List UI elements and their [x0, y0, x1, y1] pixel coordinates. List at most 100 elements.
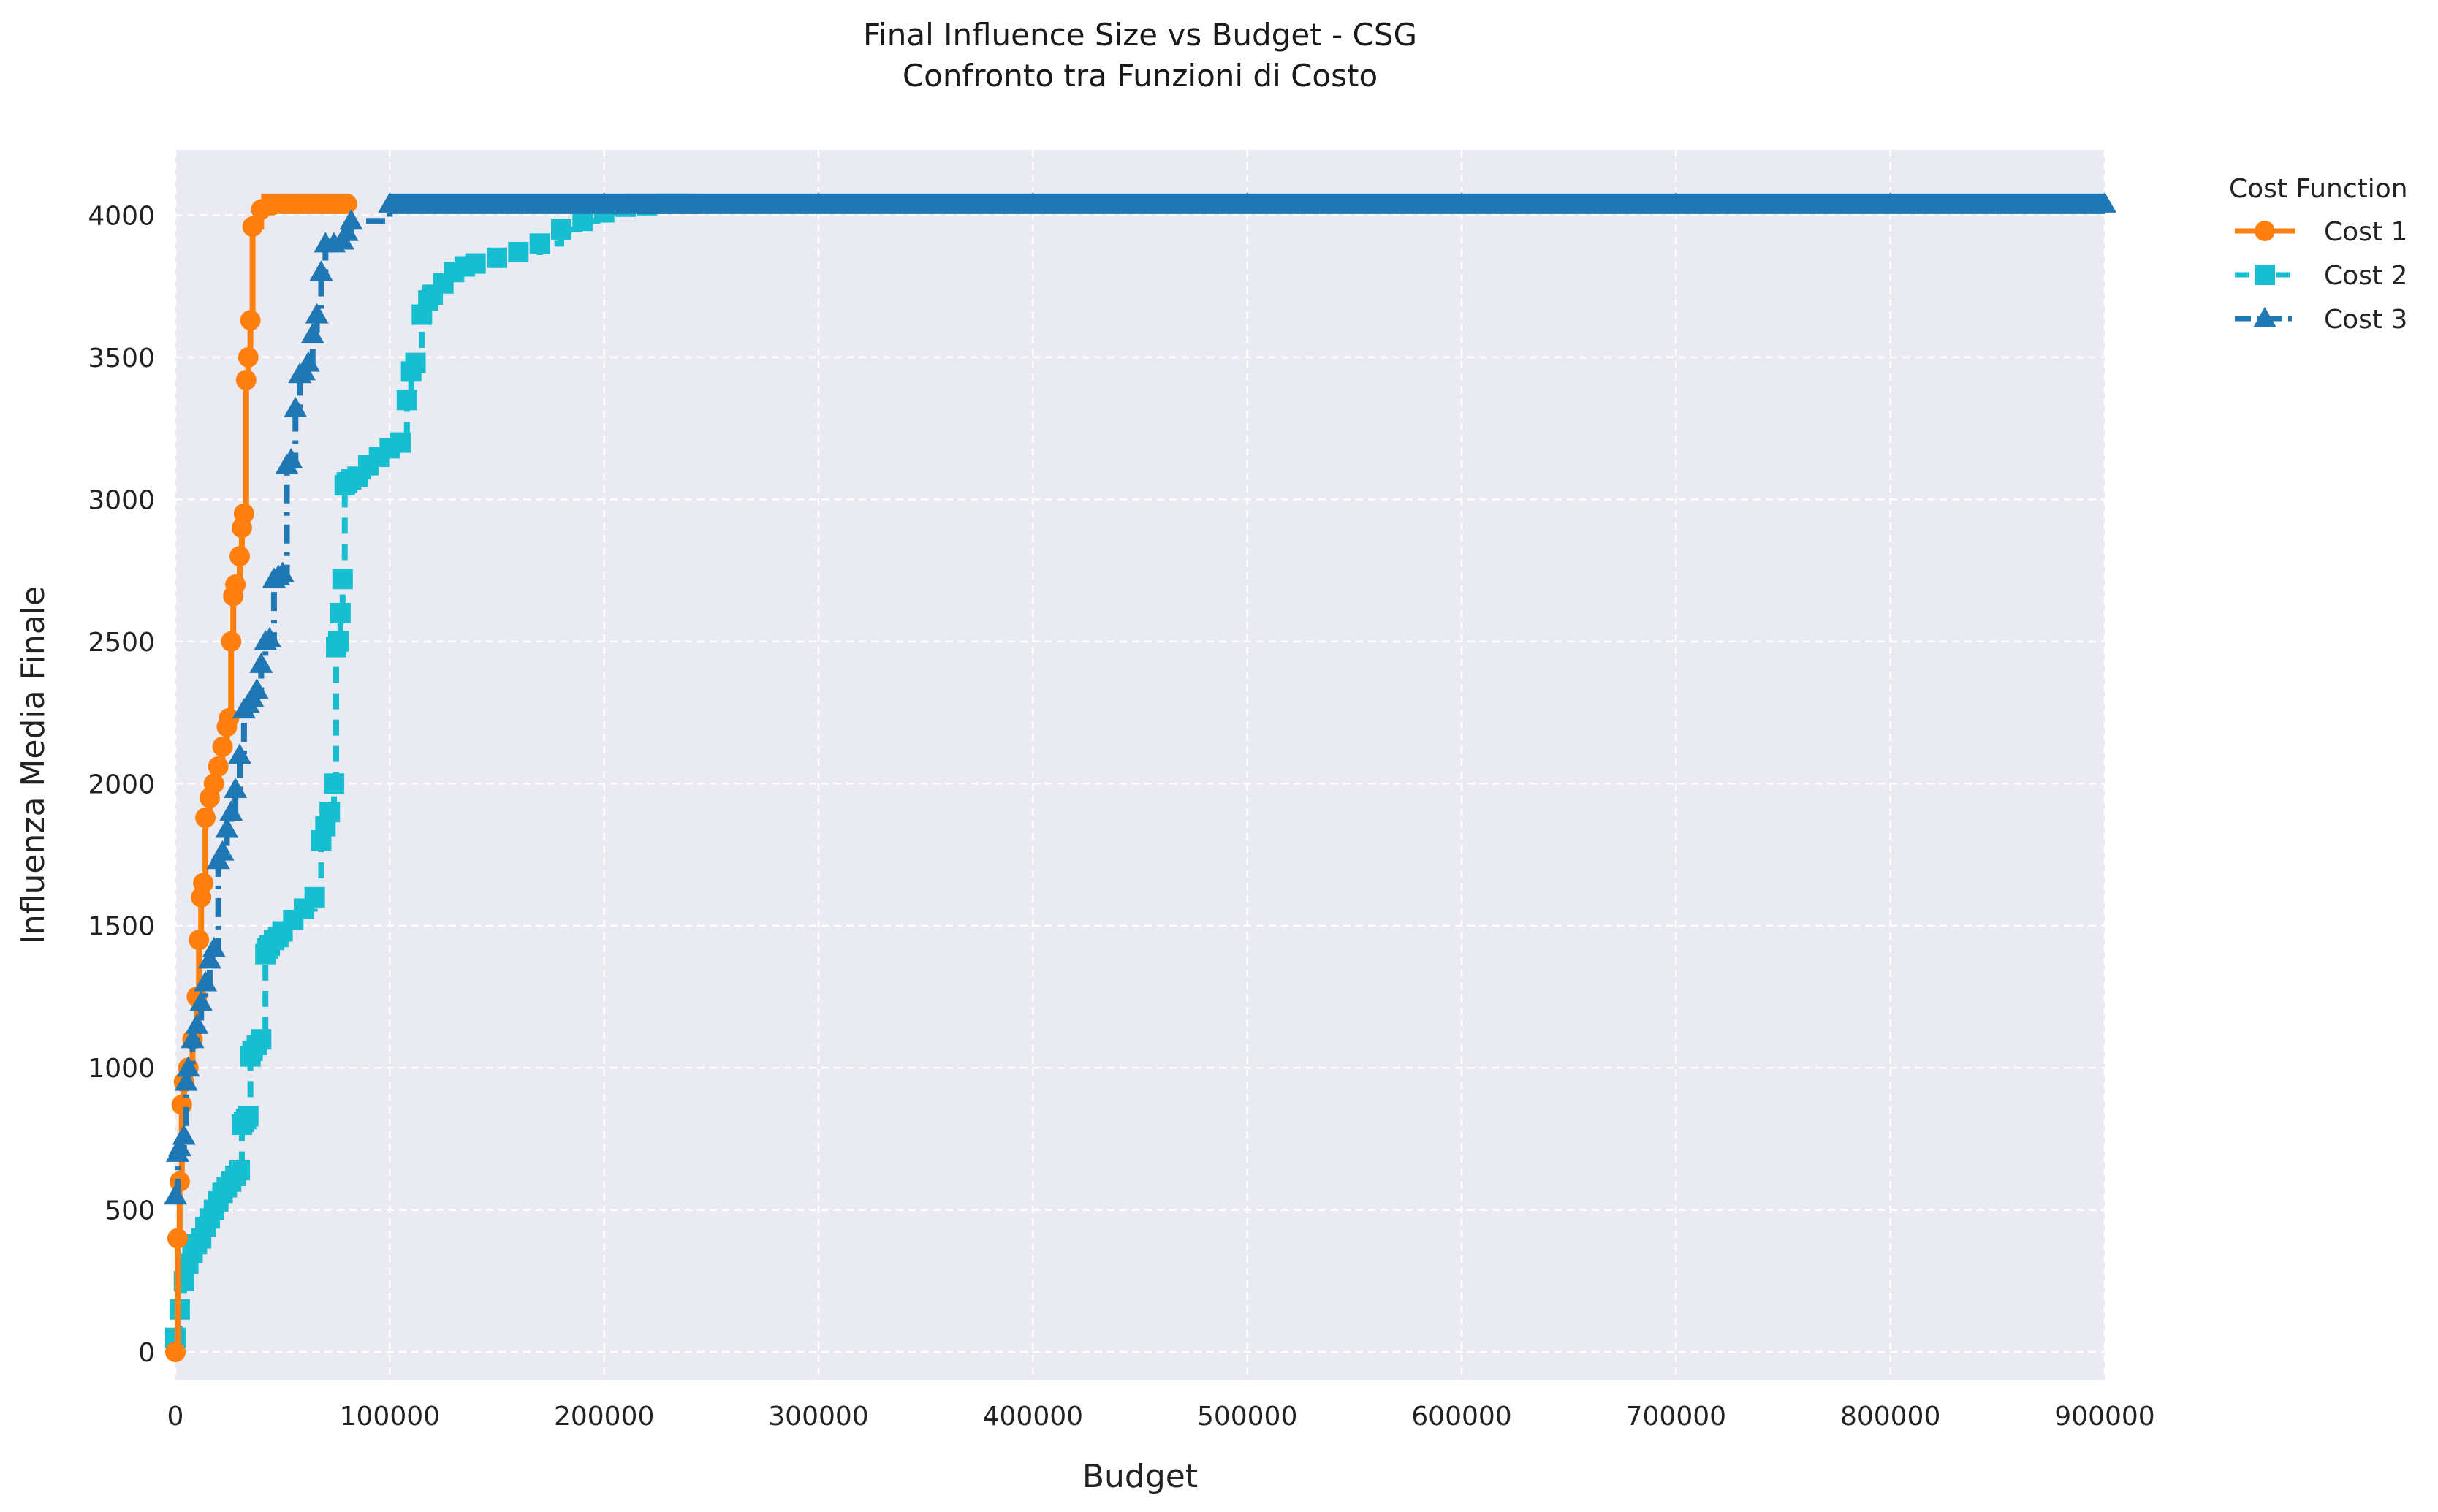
data-point [335, 220, 359, 241]
data-point [210, 840, 235, 861]
data-point [221, 631, 242, 652]
chart-subtitle: Confronto tra Funzioni di Costo [903, 58, 1378, 94]
data-point [212, 736, 233, 757]
y-tick-label: 2500 [88, 628, 155, 658]
x-tick-label: 400000 [983, 1402, 1083, 1432]
legend-entry: Cost 1 [2235, 217, 2407, 247]
data-point [240, 310, 261, 331]
grid [174, 150, 2106, 1380]
data-point [332, 569, 353, 590]
data-point [181, 1027, 205, 1049]
data-point [167, 1228, 188, 1249]
plot-background [175, 150, 2105, 1380]
data-point [228, 743, 251, 764]
legend: Cost Function Cost 1 Cost 2 Cost 3 [2229, 174, 2408, 335]
data-point [258, 626, 282, 647]
data-point [193, 873, 214, 894]
data-point [224, 778, 248, 799]
data-point [167, 1136, 191, 1157]
legend-title: Cost Function [2229, 174, 2408, 204]
data-point [487, 247, 507, 268]
legend-marker [2253, 307, 2276, 327]
data-point [197, 948, 221, 969]
x-tick-label: 0 [167, 1402, 184, 1432]
legend-label: Cost 3 [2324, 305, 2407, 335]
x-tick-label: 700000 [1626, 1402, 1726, 1432]
y-tick-label: 0 [138, 1338, 155, 1368]
legend-label: Cost 1 [2324, 217, 2407, 247]
x-axis-label: Budget [1082, 1458, 1198, 1495]
data-point [405, 352, 426, 373]
data-point [465, 253, 486, 274]
legend-marker [2255, 265, 2275, 285]
data-point [176, 1056, 200, 1077]
data-point [242, 216, 263, 238]
data-point [304, 886, 325, 908]
legend-entry: Cost 2 [2235, 261, 2407, 291]
data-point [203, 773, 224, 794]
data-point [225, 574, 246, 596]
data-point [508, 242, 529, 263]
y-axis-label: Influenza Media Finale [15, 586, 52, 944]
chart-title: Final Influence Size vs Budget - CSG [863, 17, 1417, 53]
data-point [296, 351, 320, 372]
y-tick-label: 1000 [88, 1054, 155, 1084]
data-point [238, 346, 259, 368]
x-tick-label: 900000 [2054, 1402, 2154, 1432]
y-tick-label: 3500 [88, 343, 155, 373]
y-tick-label: 3000 [88, 485, 155, 515]
x-tick-label: 600000 [1411, 1402, 1511, 1432]
data-point [249, 652, 273, 673]
data-point [324, 773, 345, 794]
data-point [219, 800, 243, 821]
data-point [572, 210, 593, 232]
x-tick-label: 100000 [340, 1402, 440, 1432]
series-layer [164, 191, 2116, 1363]
data-point [245, 677, 269, 699]
y-tick-label: 1500 [88, 912, 155, 942]
x-ticks: 0 100000 200000 300000 400000 500000 600000 700… [167, 1402, 2155, 1432]
data-point [309, 260, 333, 281]
data-point [229, 1160, 250, 1181]
data-point [195, 807, 216, 828]
legend-label: Cost 2 [2324, 261, 2407, 291]
y-tick-label: 2000 [88, 770, 155, 799]
data-point [202, 936, 226, 957]
y-ticks: 0 500 1000 1500 2000 2500 3000 3500 4000 [88, 201, 155, 1368]
data-point [219, 707, 240, 729]
data-point [284, 396, 308, 417]
data-point [327, 631, 349, 652]
data-point [229, 546, 250, 567]
data-point [330, 602, 351, 623]
x-tick-label: 200000 [554, 1402, 654, 1432]
data-point [235, 370, 257, 391]
data-point [233, 503, 254, 524]
legend-marker [2255, 221, 2275, 241]
data-point [529, 233, 550, 254]
data-point [300, 322, 324, 343]
data-point [251, 1029, 272, 1050]
legend-entries: Cost 1 Cost 2 Cost 3 [2235, 217, 2407, 335]
data-point [238, 1106, 259, 1127]
data-point [194, 970, 218, 992]
y-tick-label: 500 [105, 1196, 155, 1226]
data-point [319, 802, 341, 823]
data-point [396, 390, 417, 411]
data-point [174, 1070, 198, 1091]
x-tick-label: 500000 [1197, 1402, 1297, 1432]
legend-entry: Cost 3 [2235, 305, 2407, 335]
data-point [189, 990, 213, 1011]
data-point [551, 219, 571, 240]
data-point [390, 432, 411, 453]
data-point [189, 930, 210, 951]
data-point [305, 303, 329, 324]
data-point [279, 447, 303, 468]
x-tick-label: 800000 [1840, 1402, 1940, 1432]
x-tick-label: 300000 [768, 1402, 868, 1432]
data-point [185, 1013, 209, 1034]
data-point [164, 1184, 187, 1205]
data-point [339, 209, 363, 230]
data-point [208, 756, 229, 777]
data-point [165, 1342, 186, 1363]
